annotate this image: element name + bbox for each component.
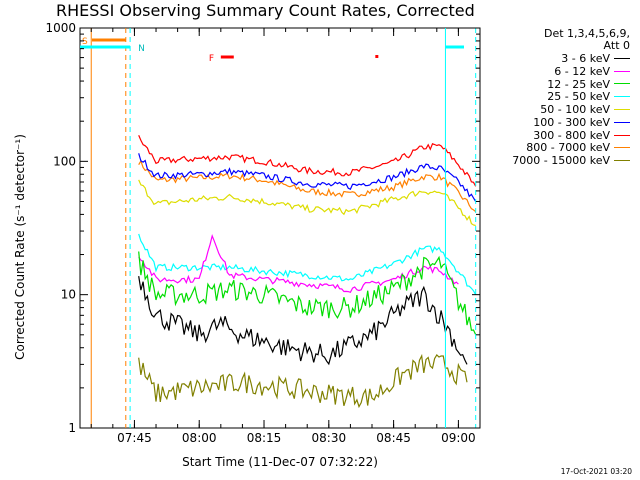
chart-title: RHESSI Observing Summary Count Rates, Co…	[56, 1, 475, 20]
legend-swatch	[614, 96, 630, 98]
timestamp: 17-Oct-2021 03:20	[560, 467, 632, 476]
legend-swatch	[614, 109, 630, 111]
series-line-3	[138, 179, 476, 227]
legend-swatch	[614, 70, 630, 72]
legend-entry: 12 - 25 keV	[470, 78, 630, 91]
series-line-6	[138, 251, 477, 336]
legend-entry: 3 - 6 keV	[470, 52, 630, 65]
series-line-2	[138, 153, 477, 202]
legend-entry: 25 - 50 keV	[470, 90, 630, 103]
legend-entry: 800 - 7000 keV	[470, 141, 630, 155]
series-line-4	[138, 233, 477, 295]
legend-entry-label: 6 - 12 keV	[554, 64, 610, 78]
legend-entry: 6 - 12 keV	[470, 65, 630, 78]
legend-entry-label: 300 - 800 keV	[533, 128, 610, 142]
legend-header-line-2: Att 0	[603, 39, 630, 52]
night-marker-label: N	[138, 44, 145, 54]
legend-swatch	[614, 83, 630, 85]
legend-swatch	[614, 160, 630, 162]
x-tick-label-4: 08:45	[376, 431, 411, 445]
x-tick-label-2: 08:15	[247, 431, 282, 445]
flare-dot	[375, 55, 379, 58]
legend-header-line-1: Det 1,3,4,5,6,9,	[543, 27, 630, 40]
legend-swatch	[614, 57, 630, 59]
series-line-7	[138, 276, 468, 366]
legend-swatch	[614, 134, 630, 136]
x-tick-label-5: 09:00	[441, 431, 476, 445]
x-tick-label-0: 07:45	[117, 431, 152, 445]
x-tick-label-3: 08:30	[312, 431, 347, 445]
legend-entry-label: 50 - 100 keV	[540, 103, 610, 117]
legend-entry: 100 - 300 keV	[470, 116, 630, 129]
x-tick-label-1: 08:00	[182, 431, 217, 445]
series-line-1	[138, 135, 477, 187]
plot-frame	[79, 27, 481, 429]
legend-entry: 7000 - 15000 keV	[470, 154, 630, 167]
y-tick-label-0: 1	[68, 421, 76, 435]
series-line-0	[138, 159, 477, 213]
y-tick-label-2: 100	[53, 154, 76, 168]
y-tick-label-1: 10	[61, 288, 76, 302]
legend-entry: 300 - 800 keV	[470, 129, 630, 142]
x-axis-label: Start Time (11-Dec-07 07:32:22)	[182, 455, 378, 469]
saa-marker-label: S	[82, 37, 88, 47]
legend-entry-label: 100 - 300 keV	[533, 115, 610, 129]
legend-entry-label: 3 - 6 keV	[561, 51, 610, 65]
y-tick-label-3: 1000	[45, 21, 76, 35]
legend-swatch	[614, 121, 630, 123]
series-line-8	[138, 353, 468, 409]
legend-entry-label: 12 - 25 keV	[547, 77, 610, 91]
flare-marker-label: F	[209, 54, 214, 64]
legend-entry-label: 25 - 50 keV	[547, 90, 610, 104]
legend-entry: 50 - 100 keV	[470, 103, 630, 116]
legend-entry-label: 7000 - 15000 keV	[512, 154, 610, 168]
y-axis-label: Corrected Count Rate (s⁻¹ detector⁻¹)	[13, 134, 27, 360]
legend-entry-label: 800 - 7000 keV	[526, 141, 610, 155]
legend-swatch	[614, 147, 630, 149]
legend: Det 1,3,4,5,6,9, Att 0 3 - 6 keV 6 - 12 k…	[470, 28, 630, 167]
